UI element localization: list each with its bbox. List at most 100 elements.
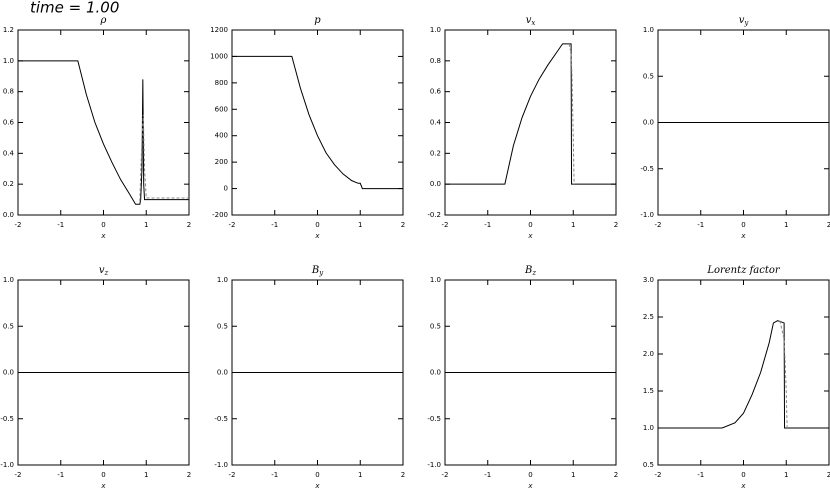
x-tick-label: 0 xyxy=(315,471,319,479)
data-line xyxy=(568,43,575,185)
x-tick-label: 0 xyxy=(101,471,105,479)
y-tick-label: 0.0 xyxy=(3,369,14,377)
x-tick-label: 0 xyxy=(741,471,745,479)
plot-frame xyxy=(657,279,830,466)
y-tick-label: 0.0 xyxy=(217,369,228,377)
x-tick-label: -1 xyxy=(57,221,64,229)
y-tick-label: 0.5 xyxy=(643,461,654,469)
y-tick-label: 0.5 xyxy=(3,322,14,330)
data-line xyxy=(139,114,189,202)
y-tick-label: 0.8 xyxy=(430,57,441,65)
title-subscript: z xyxy=(103,269,108,277)
x-tick-label: -1 xyxy=(57,471,64,479)
y-tick-label: 1000 xyxy=(210,52,228,60)
y-tick-label: 0.5 xyxy=(217,322,228,330)
x-tick-label: 0 xyxy=(101,221,105,229)
y-tick-label: 0.4 xyxy=(3,149,15,157)
x-axis-label: x xyxy=(100,482,106,490)
y-tick-label: 1200 xyxy=(210,26,228,34)
title-subscript: x xyxy=(531,19,535,27)
x-tick-label: 2 xyxy=(614,221,618,229)
title-text: p xyxy=(314,15,321,26)
x-tick-label: -2 xyxy=(442,221,449,229)
x-tick-label: 2 xyxy=(401,221,405,229)
x-tick-label: -2 xyxy=(15,471,22,479)
y-tick-label: 0.5 xyxy=(643,72,654,80)
panel-title: vx xyxy=(526,15,536,28)
x-axis-label: x xyxy=(100,232,106,240)
x-tick-label: 0 xyxy=(315,221,319,229)
y-tick-label: 0 xyxy=(224,185,228,193)
x-axis-label: x xyxy=(527,482,533,490)
x-tick-label: 2 xyxy=(827,471,830,479)
x-tick-label: -1 xyxy=(484,221,491,229)
x-tick-label: -1 xyxy=(271,221,278,229)
title-subscript: y xyxy=(743,19,749,27)
x-tick-label: -2 xyxy=(655,471,662,479)
y-tick-label: -0.5 xyxy=(427,415,441,423)
title-text: v xyxy=(739,15,745,26)
y-tick-label: 0.0 xyxy=(430,369,441,377)
x-axis-label: x xyxy=(314,482,320,490)
x-tick-label: -1 xyxy=(484,471,491,479)
panel-title: Bz xyxy=(524,265,536,278)
y-tick-label: 1.5 xyxy=(643,387,654,395)
x-tick-label: 1 xyxy=(358,471,362,479)
y-tick-label: 0.5 xyxy=(430,322,441,330)
x-tick-label: -2 xyxy=(655,221,662,229)
panel-title: Lorentz factor xyxy=(706,265,781,276)
panel-title: By xyxy=(311,265,324,278)
y-tick-label: 2.0 xyxy=(643,350,654,358)
x-tick-label: -2 xyxy=(229,221,236,229)
y-tick-label: 800 xyxy=(215,79,228,87)
x-tick-label: 2 xyxy=(401,471,405,479)
panel-title: vz xyxy=(99,265,109,278)
y-tick-label: -1.0 xyxy=(214,461,228,469)
x-tick-label: 1 xyxy=(144,471,148,479)
y-tick-label: 2.5 xyxy=(643,313,654,321)
y-tick-label: 0.2 xyxy=(3,180,14,188)
x-tick-label: 2 xyxy=(827,221,830,229)
y-tick-label: 0.4 xyxy=(430,119,442,127)
y-tick-label: 1.0 xyxy=(643,26,654,34)
x-tick-label: 2 xyxy=(614,471,618,479)
x-tick-label: -1 xyxy=(697,221,704,229)
x-tick-label: 0 xyxy=(528,471,532,479)
y-tick-label: 0.6 xyxy=(430,88,442,96)
data-line xyxy=(779,320,788,429)
y-tick-label: -1.0 xyxy=(427,461,441,469)
x-tick-label: 1 xyxy=(571,471,575,479)
y-tick-label: 1.2 xyxy=(3,26,14,34)
x-tick-label: 2 xyxy=(187,471,191,479)
y-tick-label: 0.0 xyxy=(643,119,654,127)
x-axis-label: x xyxy=(314,232,320,240)
y-tick-label: 0.0 xyxy=(430,180,441,188)
x-tick-label: -2 xyxy=(442,471,449,479)
x-tick-label: -2 xyxy=(229,471,236,479)
data-line xyxy=(18,60,189,205)
data-line xyxy=(445,43,616,185)
plot-frame xyxy=(231,29,404,216)
x-axis-label: x xyxy=(740,482,746,490)
y-tick-label: -0.5 xyxy=(214,415,228,423)
y-tick-label: 1.0 xyxy=(3,276,14,284)
title-subscript: y xyxy=(318,269,324,277)
title-text: B xyxy=(524,265,532,276)
title-text: Lorentz factor xyxy=(706,265,781,276)
x-tick-label: -1 xyxy=(271,471,278,479)
data-line xyxy=(232,55,403,190)
y-tick-label: 1.0 xyxy=(217,276,228,284)
title-subscript: z xyxy=(531,269,536,277)
panel-title: vy xyxy=(739,15,750,28)
x-tick-label: 0 xyxy=(741,221,745,229)
y-tick-label: -200 xyxy=(212,211,228,219)
plot-frame xyxy=(17,29,190,216)
x-tick-label: 0 xyxy=(528,221,532,229)
x-axis-label: x xyxy=(527,232,533,240)
y-tick-label: 200 xyxy=(215,158,228,166)
x-tick-label: 1 xyxy=(144,221,148,229)
data-line xyxy=(658,320,829,429)
y-tick-label: 1.0 xyxy=(430,26,441,34)
time-label: time = 1.00 xyxy=(30,0,119,17)
